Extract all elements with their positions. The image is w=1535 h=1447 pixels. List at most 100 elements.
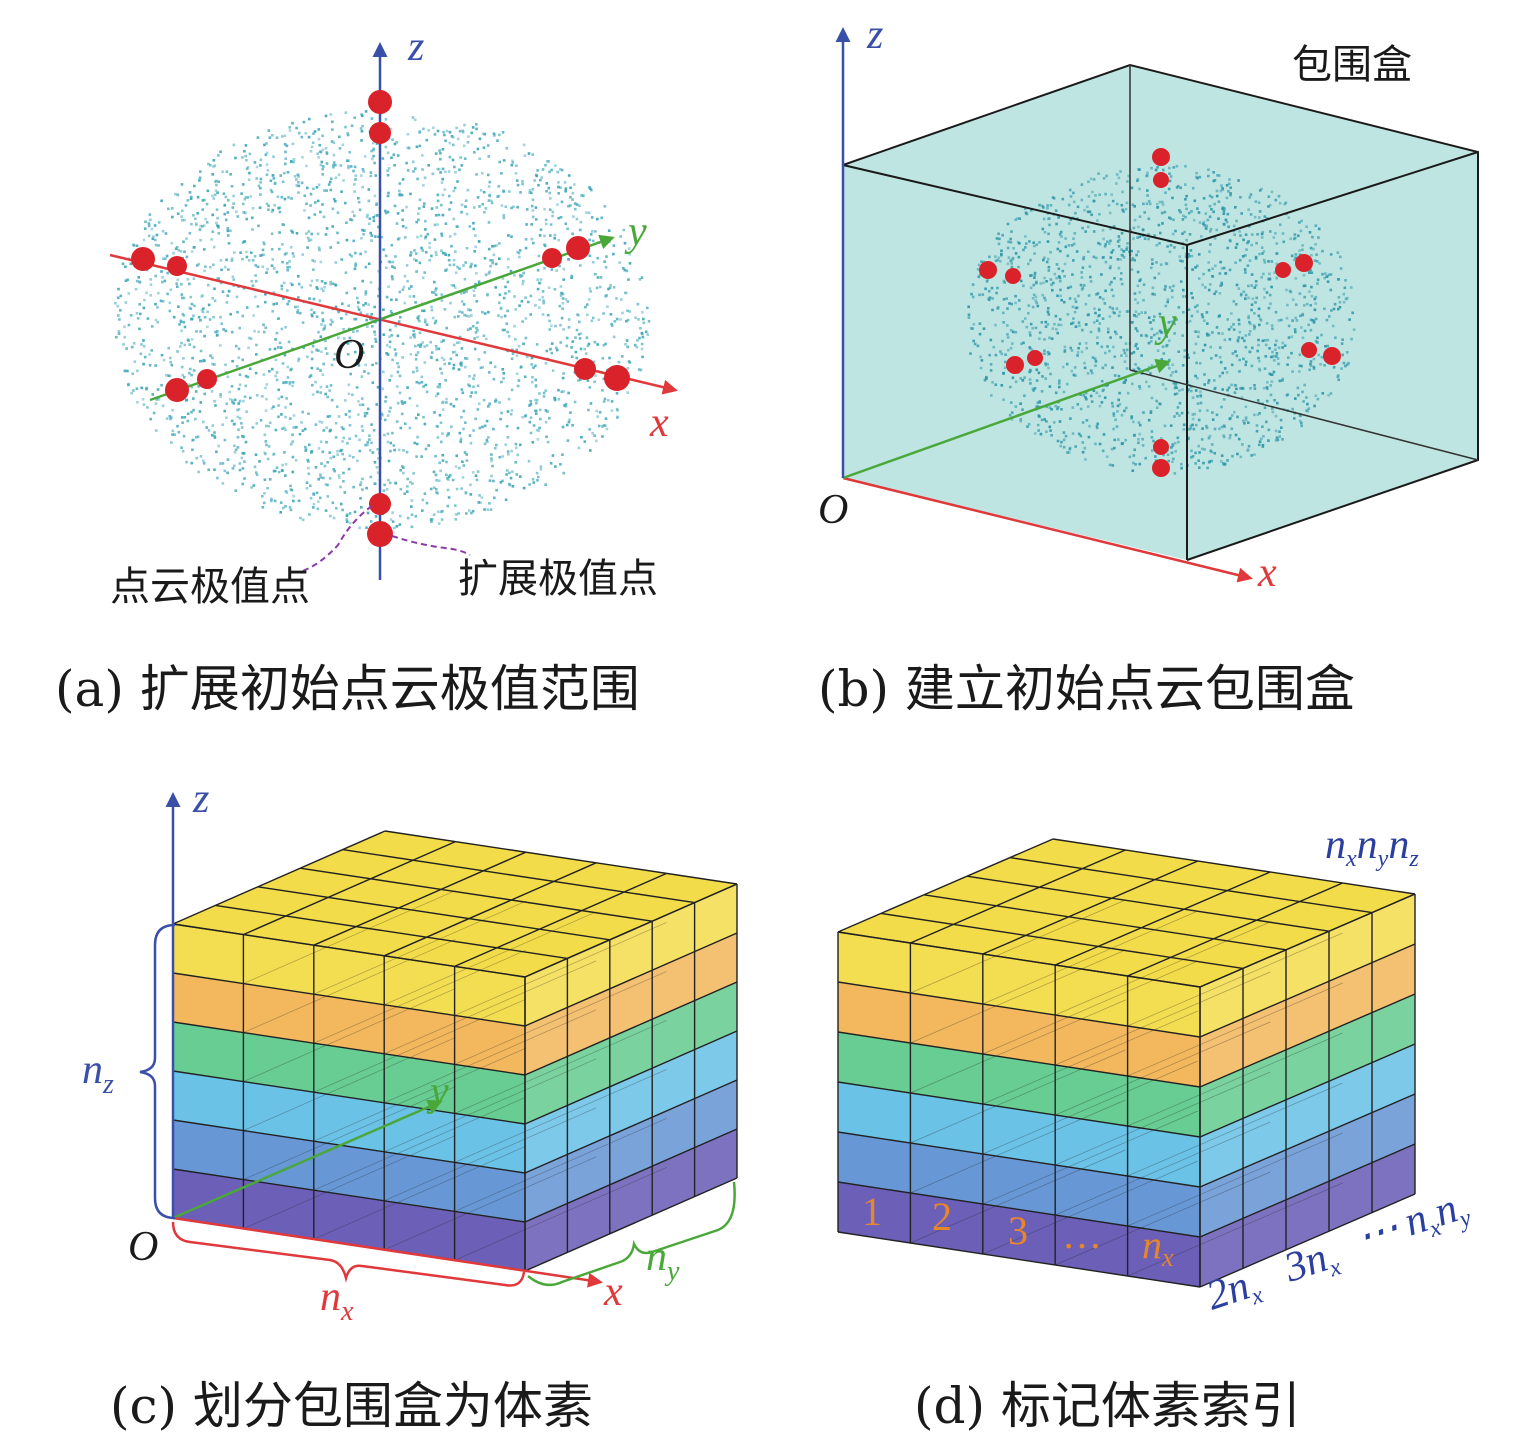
cloud-point <box>1121 254 1125 257</box>
panel-c: z y x O nz nx ny (c) 划分包围盒为体素 <box>82 776 738 1435</box>
cloud-point <box>141 398 145 401</box>
cloud-point <box>1124 207 1128 211</box>
cloud-point <box>1059 323 1063 327</box>
nx-label: nx <box>320 1274 354 1327</box>
cloud-point <box>308 117 311 121</box>
cloud-point <box>363 411 367 415</box>
cloud-point <box>262 253 265 256</box>
cloud-point <box>472 227 475 231</box>
cloud-point <box>1179 210 1182 214</box>
cloud-point <box>301 156 304 159</box>
cloud-point <box>311 383 314 387</box>
cloud-point <box>176 278 180 282</box>
cloud-point <box>1123 360 1127 363</box>
cloud-point <box>241 257 244 261</box>
cloud-point <box>997 242 1001 246</box>
voxel-face <box>838 1082 1200 1187</box>
cloud-point <box>259 164 262 167</box>
cloud-point <box>328 414 332 418</box>
cloud-point <box>390 334 394 337</box>
cloud-point <box>626 367 630 370</box>
cloud-point <box>1299 314 1302 318</box>
cloud-point <box>1087 294 1091 297</box>
cloud-point <box>1120 231 1124 235</box>
cloud-point <box>225 258 228 262</box>
cloud-point <box>1010 418 1014 421</box>
cloud-point <box>624 291 628 295</box>
cloud-point <box>1126 180 1129 183</box>
cloud-point <box>283 197 287 201</box>
cloud-point <box>326 495 330 498</box>
cloud-point <box>1058 279 1062 283</box>
cloud-point <box>1244 360 1248 364</box>
cloud-point <box>1271 407 1274 410</box>
cloud-point <box>295 126 298 130</box>
cloud-point <box>301 518 305 522</box>
cloud-point <box>138 327 141 331</box>
cloud-point <box>1110 251 1113 254</box>
cloud-point <box>538 426 541 430</box>
front-index-1: 1 <box>862 1189 882 1234</box>
cloud-point <box>373 194 377 198</box>
cloud-point <box>541 295 544 299</box>
cloud-point <box>329 318 333 322</box>
cloud-point <box>1310 271 1314 274</box>
cloud-point <box>1350 337 1353 341</box>
cloud-point <box>415 145 419 149</box>
cloud-point <box>332 166 335 169</box>
y-label-a: y <box>624 209 647 255</box>
cloud-point <box>192 214 195 217</box>
cloud-point <box>1348 318 1351 321</box>
cloud-point <box>356 305 360 309</box>
cloud-point <box>1197 444 1200 448</box>
cloud-point <box>206 189 210 193</box>
cloud-point <box>417 212 420 215</box>
cloud-point <box>507 234 510 237</box>
cloud-point <box>1147 233 1150 236</box>
cloud-point <box>334 305 338 309</box>
cloud-point <box>225 170 229 173</box>
cloud-point <box>1171 232 1175 236</box>
cloud-point <box>579 347 583 351</box>
cloud-point <box>329 514 332 518</box>
cloud-point <box>1095 424 1099 428</box>
cloud-point <box>1150 364 1154 367</box>
cloud-point <box>476 335 479 339</box>
cloud-point <box>307 412 310 415</box>
cloud-point <box>566 439 570 442</box>
cloud-point <box>223 203 227 207</box>
voxel-edge <box>837 981 1201 1038</box>
cloud-point <box>1267 306 1271 310</box>
cloud-point <box>330 363 334 367</box>
cloud-point <box>528 420 532 424</box>
cloud-point <box>337 309 340 313</box>
cloud-point <box>492 132 496 135</box>
cloud-point <box>587 342 591 346</box>
cloud-point <box>359 497 362 500</box>
cloud-point <box>353 267 357 271</box>
cloud-point <box>1130 186 1134 190</box>
cloud-point <box>154 318 158 322</box>
cloud-point <box>1023 207 1027 210</box>
cloud-point <box>1140 334 1143 337</box>
cloud-point <box>448 208 451 211</box>
cloud-point <box>1241 443 1244 446</box>
cloud-point <box>478 494 481 497</box>
cloud-point <box>1171 295 1174 299</box>
cloud-point <box>232 202 235 205</box>
cloud-point <box>989 338 993 342</box>
cloud-point <box>1000 253 1003 257</box>
cloud-point <box>194 390 198 393</box>
cloud-point <box>500 172 503 175</box>
cloud-point <box>1172 381 1176 385</box>
cloud-point <box>476 470 480 473</box>
cloud-point <box>1168 286 1172 289</box>
cloud-point <box>548 170 551 174</box>
cloud-point <box>1274 414 1278 418</box>
cloud-point <box>1338 305 1342 309</box>
cloud-point <box>455 126 458 130</box>
cloud-point <box>1079 434 1083 438</box>
cloud-point <box>180 215 183 218</box>
cloud-point <box>580 435 583 439</box>
cloud-point <box>1111 405 1115 408</box>
